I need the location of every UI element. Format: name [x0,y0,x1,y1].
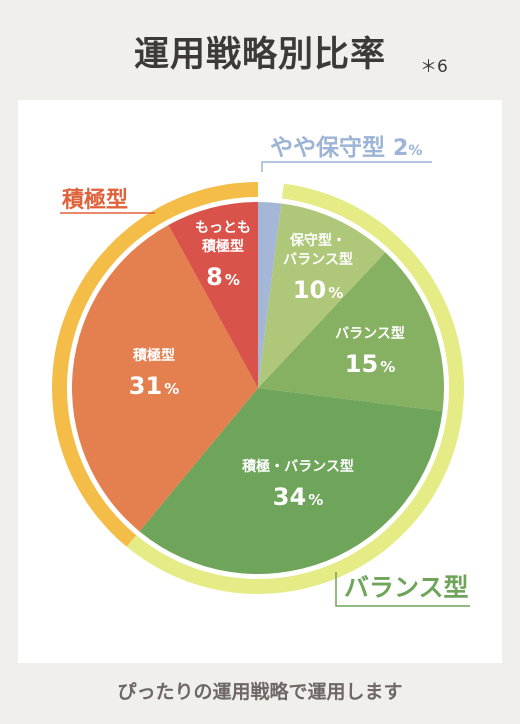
page-title: 運用戦略別比率 [133,35,386,75]
slice-label-4: 積極型 31% [129,347,179,400]
svg-text:バランス型: バランス型 [344,573,469,602]
slice-label-1: 保守型・バランス型 10% [283,232,353,304]
slice-label-5: もっとも積極型 8% [195,220,251,291]
pie-slice-1 [258,203,386,388]
pie-slice-3 [139,388,443,575]
pie-slice-4 [71,225,258,532]
footnote-marker: ＊6 [420,57,448,77]
pie-slice-2 [258,252,444,412]
svg-text:やや保守型 2%: やや保守型 2% [270,134,422,161]
svg-text:積極型: 積極型 [62,187,128,213]
pie-slice-5 [168,202,258,388]
callout-yaya-hoshu: やや保守型 2% [261,134,432,172]
slice-label-2: バランス型 15% [335,325,405,378]
chart-caption: ぴったりの運用戦略で運用します [117,681,403,703]
pie-slice-0 [258,202,282,388]
callout-balance: バランス型 [335,572,470,607]
slice-label-3: 積極・バランス型 34% [241,458,354,511]
slice-labels: 保守型・バランス型 10 % バランス型 15 % 積極・バランス型 34 % 積極型 31 % もっと… [129,220,405,511]
callout-sekkyoku: 積極型 [60,187,155,214]
pie-slices [71,202,444,575]
